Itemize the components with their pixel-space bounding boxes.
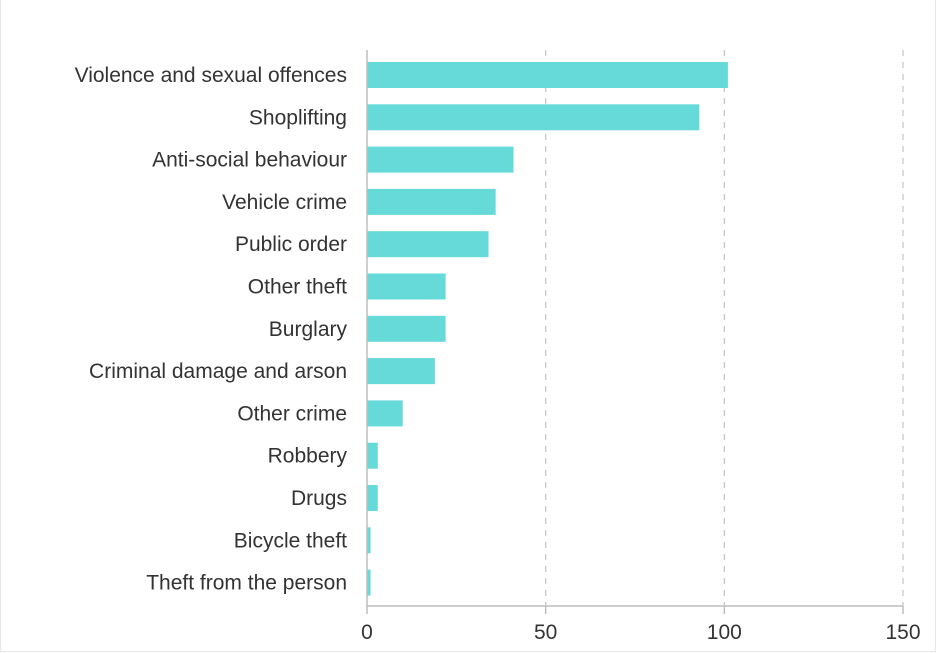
x-tick-label: 150 [885, 621, 920, 644]
category-label: Shoplifting [249, 106, 347, 129]
bar-6 [367, 273, 446, 300]
x-tick-label: 50 [534, 621, 557, 644]
bars [367, 62, 728, 596]
bar-9 [367, 400, 403, 427]
category-labels: Violence and sexual offences Shoplifting A… [75, 64, 348, 595]
category-label: Drugs [291, 487, 347, 510]
bar-5 [367, 231, 489, 258]
x-tick-label: 0 [361, 621, 373, 644]
category-label: Violence and sexual offences [75, 64, 347, 87]
x-tick-labels: 0 50 100 150 [361, 621, 920, 644]
x-tick-label: 100 [707, 621, 742, 644]
bar-13 [367, 569, 371, 596]
category-label: Other crime [237, 402, 347, 425]
category-label: Vehicle crime [222, 191, 347, 214]
bar-3 [367, 146, 514, 173]
category-label: Bicycle theft [234, 529, 347, 552]
category-label: Robbery [268, 445, 348, 468]
bar-1 [367, 62, 728, 88]
category-label: Anti-social behaviour [152, 149, 347, 172]
category-label: Criminal damage and arson [89, 360, 347, 383]
category-label: Other theft [248, 276, 347, 299]
category-label: Theft from the person [146, 572, 347, 595]
bar-11 [367, 485, 378, 511]
gridlines [545, 50, 904, 606]
bar-2 [367, 104, 700, 131]
bar-10 [367, 442, 378, 469]
category-label: Public order [235, 233, 347, 256]
bar-4 [367, 188, 496, 215]
bar-12 [367, 527, 371, 554]
category-label: Burglary [269, 318, 348, 341]
bar-7 [367, 315, 446, 342]
axes [366, 50, 904, 614]
bar-8 [367, 358, 435, 385]
